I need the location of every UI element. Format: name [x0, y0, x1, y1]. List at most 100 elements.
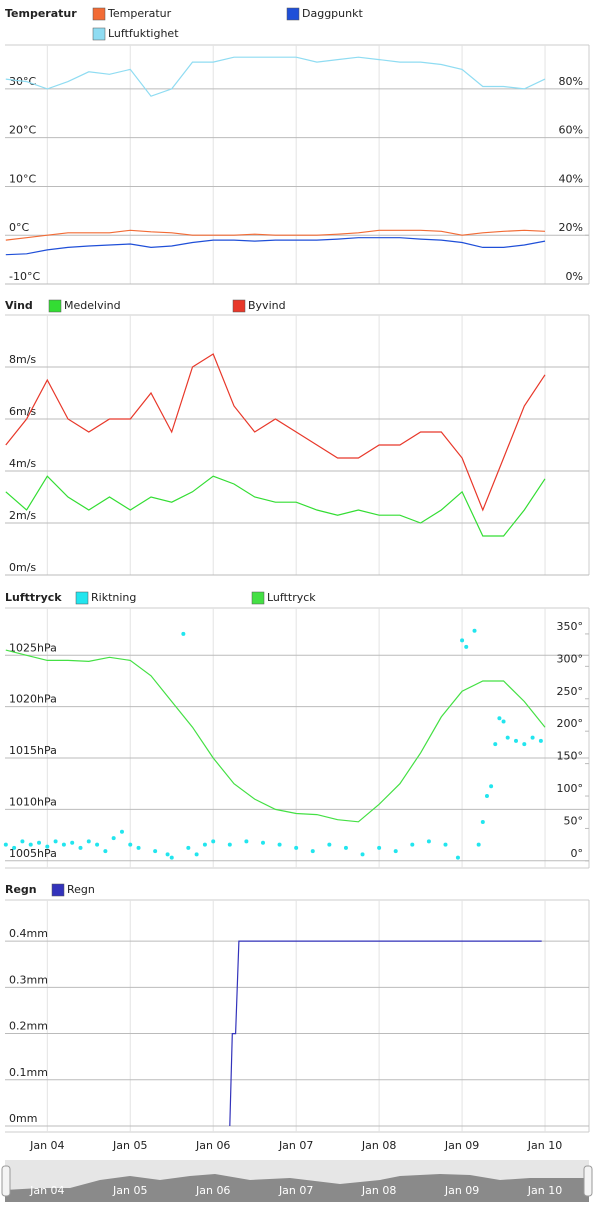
- direction-point: [128, 842, 133, 847]
- direction-point: [538, 738, 543, 743]
- y2-tick-label: 100°: [557, 782, 584, 795]
- y2-tick-label: 0°: [571, 847, 584, 860]
- direction-point: [530, 735, 535, 740]
- direction-point: [426, 839, 431, 844]
- x-tick-label: Jan 10: [527, 1139, 562, 1152]
- direction-point: [202, 842, 207, 847]
- y-tick-label: 1015hPa: [9, 744, 57, 757]
- y-tick-label: 1025hPa: [9, 641, 57, 654]
- y-tick-label: 1020hPa: [9, 693, 57, 706]
- y-tick-label: 20°C: [9, 124, 36, 137]
- direction-point: [514, 738, 518, 743]
- y-tick-label: 6m/s: [9, 405, 36, 418]
- legend-marker: [92, 7, 106, 21]
- y2-tick-label: 200°: [557, 717, 584, 730]
- direction-point: [497, 716, 502, 721]
- direction-point: [410, 842, 415, 847]
- navigator-tick-label: Jan 09: [444, 1184, 479, 1197]
- y-tick-label: 10°C: [9, 172, 36, 185]
- direction-point: [460, 638, 465, 643]
- y-tick-label: 2m/s: [9, 509, 36, 522]
- navigator-tick-label: Jan 08: [361, 1184, 396, 1197]
- direction-point: [277, 842, 282, 847]
- series-line: [5, 475, 546, 537]
- y2-tick-label: 150°: [557, 750, 584, 763]
- direction-point: [70, 840, 75, 845]
- navigator-handle[interactable]: [583, 1165, 593, 1197]
- panel-title: Lufttryck: [5, 591, 62, 604]
- direction-point: [45, 844, 50, 849]
- direction-point: [377, 845, 382, 850]
- legend-marker: [92, 27, 106, 41]
- legend-label: Daggpunkt: [302, 7, 363, 20]
- direction-point: [505, 735, 510, 740]
- x-tick-label: Jan 09: [444, 1139, 479, 1152]
- direction-point: [12, 845, 17, 850]
- y2-tick-label: 40%: [559, 172, 583, 185]
- direction-point: [3, 842, 8, 847]
- y-tick-label: 0.1mm: [9, 1066, 48, 1079]
- direction-point: [327, 842, 332, 847]
- direction-point: [472, 628, 477, 633]
- legend-marker: [75, 591, 89, 605]
- y2-tick-label: 20%: [559, 221, 583, 234]
- y-tick-label: -10°C: [9, 270, 40, 283]
- direction-point: [53, 839, 58, 844]
- direction-point: [522, 742, 527, 747]
- y-tick-label: 0.3mm: [9, 973, 48, 986]
- direction-point: [455, 855, 460, 860]
- direction-point: [78, 845, 83, 850]
- direction-point: [20, 839, 25, 844]
- direction-point: [169, 855, 174, 860]
- y-tick-label: 0.2mm: [9, 1020, 48, 1033]
- navigator-tick-label: Jan 06: [195, 1184, 230, 1197]
- legend-label: Byvind: [248, 299, 286, 312]
- legend-marker: [286, 7, 300, 21]
- direction-point: [393, 849, 398, 854]
- direction-point: [480, 819, 485, 824]
- legend-marker: [51, 883, 65, 897]
- direction-point: [153, 849, 158, 854]
- legend-label: Luftfuktighet: [108, 27, 179, 40]
- x-tick-label: Jan 06: [195, 1139, 230, 1152]
- direction-point: [489, 784, 494, 789]
- direction-point: [194, 852, 199, 857]
- series-line: [5, 229, 546, 241]
- direction-point: [211, 839, 216, 844]
- direction-point: [119, 829, 124, 834]
- series-line: [5, 56, 546, 97]
- legend-marker: [232, 299, 246, 313]
- series-line: [5, 353, 546, 512]
- y-tick-label: 4m/s: [9, 457, 36, 470]
- y2-tick-label: 350°: [557, 620, 584, 633]
- y-tick-label: 8m/s: [9, 353, 36, 366]
- direction-point: [86, 839, 91, 844]
- direction-point: [165, 852, 170, 857]
- direction-point: [37, 840, 42, 845]
- legend-marker: [48, 299, 62, 313]
- legend-label: Regn: [67, 883, 95, 896]
- direction-point: [501, 719, 506, 724]
- legend-label: Riktning: [91, 591, 136, 604]
- direction-point: [260, 840, 265, 845]
- direction-point: [181, 631, 186, 636]
- direction-point: [484, 794, 489, 799]
- y2-tick-label: 60%: [559, 124, 583, 137]
- direction-point: [103, 849, 108, 854]
- navigator-tick-label: Jan 10: [527, 1184, 562, 1197]
- x-tick-label: Jan 04: [29, 1139, 64, 1152]
- direction-point: [61, 842, 66, 847]
- direction-point: [476, 842, 481, 847]
- y-tick-label: 0°C: [9, 221, 29, 234]
- y-tick-label: 0mm: [9, 1112, 37, 1125]
- navigator-handle[interactable]: [1, 1165, 11, 1197]
- y2-tick-label: 300°: [557, 652, 584, 665]
- direction-point: [111, 836, 116, 841]
- y2-tick-label: 80%: [559, 75, 583, 88]
- direction-point: [310, 849, 315, 854]
- direction-point: [136, 845, 141, 850]
- navigator-tick-label: Jan 04: [29, 1184, 64, 1197]
